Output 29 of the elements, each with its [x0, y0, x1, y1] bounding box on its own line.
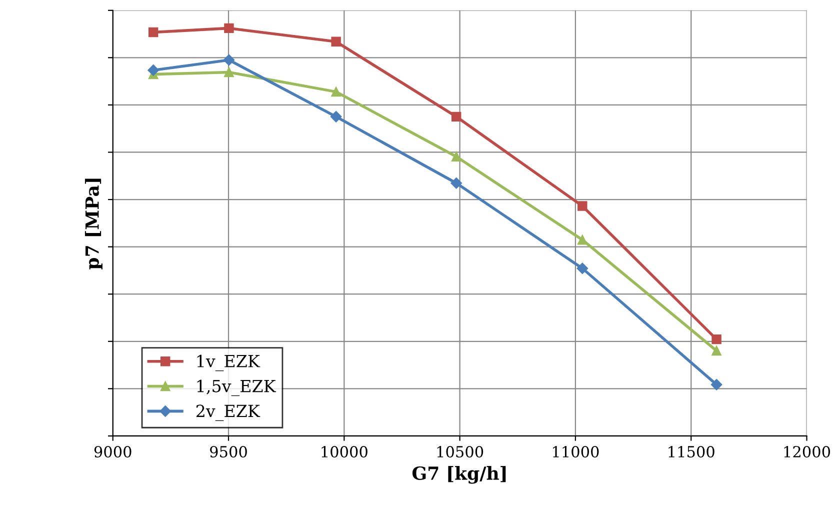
point [578, 234, 588, 245]
x-axis-title: G7 [kg/h] [412, 466, 506, 484]
x-tick-label: 10500 [437, 446, 484, 458]
point [450, 178, 462, 189]
point [712, 334, 722, 344]
point [712, 346, 722, 356]
x-tick-label: 10000 [322, 446, 368, 458]
point [224, 23, 234, 34]
y-axis-title: p7 [MPa] [84, 178, 102, 270]
point [224, 67, 234, 78]
x-tick-label: 12000 [784, 446, 830, 458]
point [578, 201, 588, 211]
x-tick-label: 9500 [210, 446, 247, 458]
x-tick-label: 9000 [94, 446, 132, 458]
point [223, 54, 235, 66]
point [576, 262, 588, 274]
legend-label: 1,5v_EZK [197, 380, 276, 396]
point [710, 378, 722, 390]
point [451, 152, 462, 162]
point [330, 111, 342, 122]
point [331, 36, 341, 47]
legend-label: 1v_EZK [197, 354, 260, 372]
legend-label: 2v_EZK [196, 404, 260, 421]
point [331, 86, 341, 97]
point [148, 64, 159, 76]
x-tick-label: 11000 [553, 446, 599, 458]
point [148, 27, 158, 38]
point [451, 112, 462, 122]
x-tick-label: 11500 [668, 446, 714, 458]
